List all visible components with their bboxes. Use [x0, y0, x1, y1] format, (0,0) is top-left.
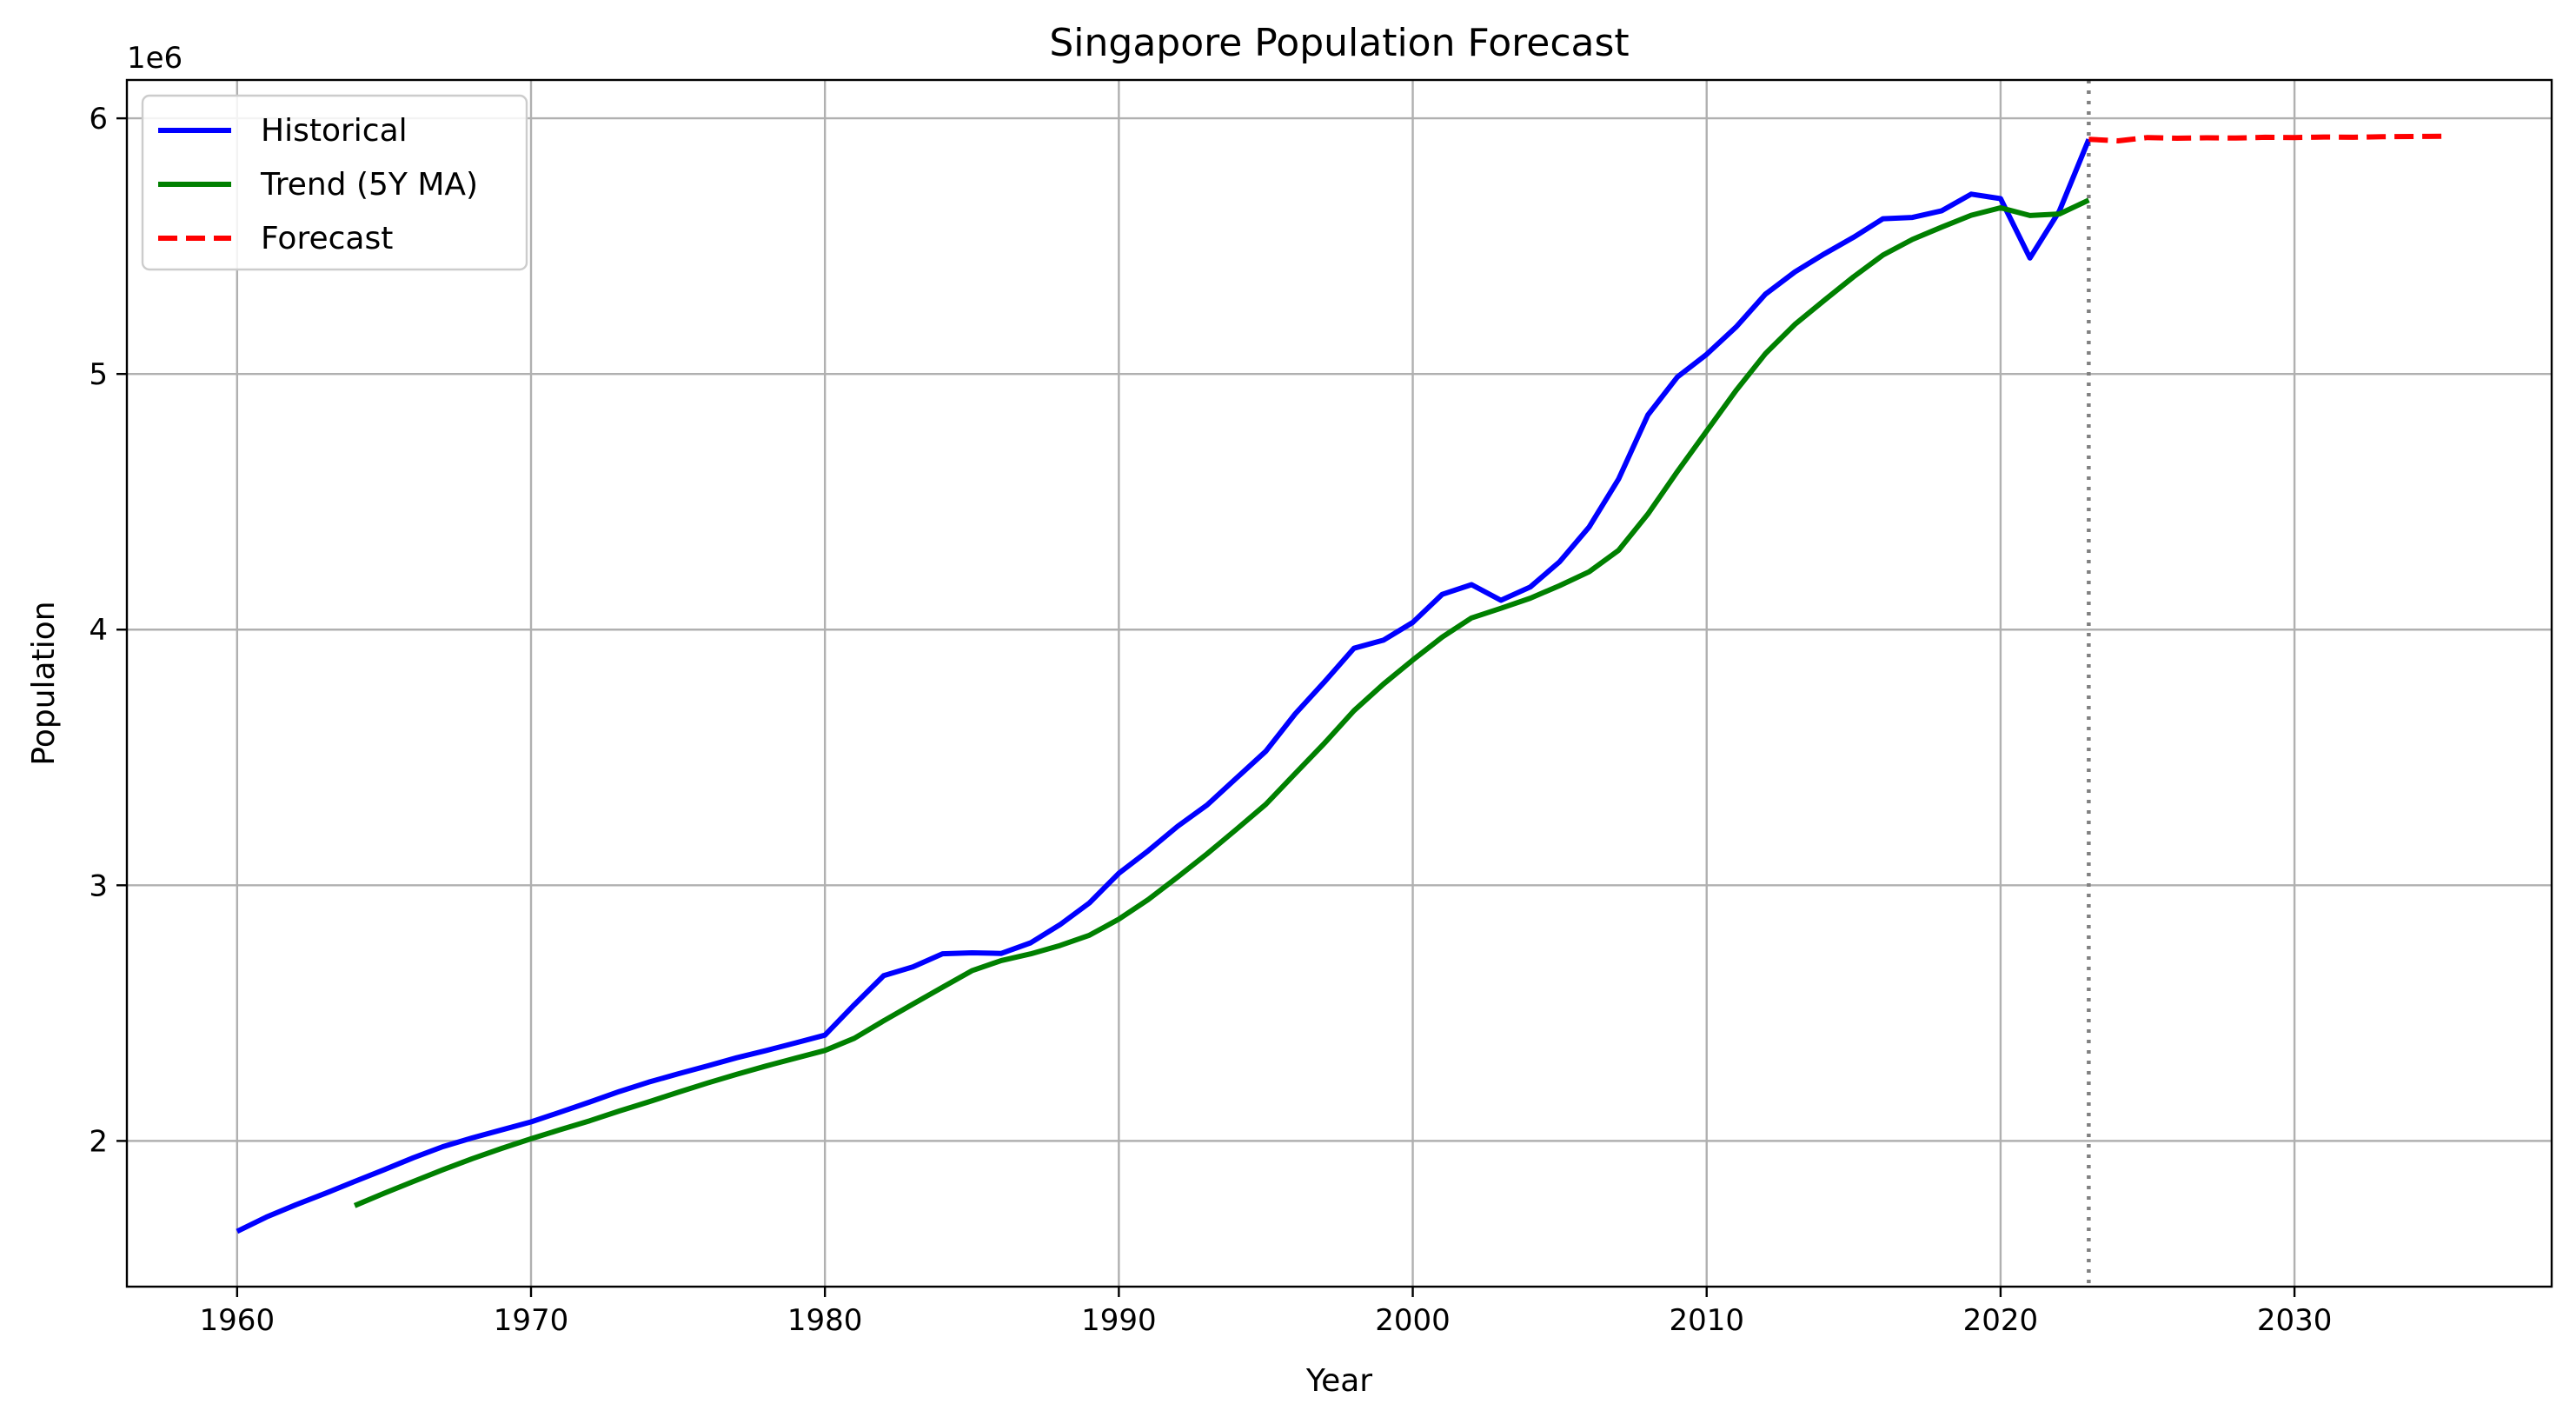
series-layer	[236, 133, 2442, 1234]
legend-label: Historical	[261, 113, 408, 149]
axis-ticks: 1960 1970 1980 1990 2000 2010 2020 2030 2 3 4 5 6	[89, 102, 2332, 1338]
legend: Historical Trend (5Y MA) Forecast	[141, 94, 528, 271]
x-tick-label: 2010	[1669, 1303, 1744, 1338]
y-tick-label: 5	[89, 357, 108, 392]
x-axis-label: Year	[1305, 1363, 1372, 1399]
x-tick-label: 1960	[200, 1303, 276, 1338]
x-tick-label: 2020	[1963, 1303, 2039, 1338]
y-tick-label: 2	[89, 1124, 108, 1159]
legend-label: Trend (5Y MA)	[260, 167, 478, 203]
y-axis-label: Population	[26, 601, 62, 765]
x-tick-label: 2030	[2257, 1303, 2333, 1338]
y-tick-label: 3	[89, 868, 108, 903]
series-line-trend-5y-ma	[353, 197, 2090, 1208]
plot-frame	[125, 78, 2553, 1288]
legend-box	[141, 94, 528, 271]
legend-label: Forecast	[261, 221, 393, 256]
x-tick-label: 1970	[494, 1303, 569, 1338]
x-tick-label: 1990	[1081, 1303, 1157, 1338]
y-axis-offset-text: 1e6	[127, 41, 183, 76]
x-tick-label: 1980	[787, 1303, 863, 1338]
x-tick-label: 2000	[1375, 1303, 1451, 1338]
series-line-forecast	[2088, 133, 2442, 143]
y-tick-label: 4	[89, 613, 108, 648]
chart-title: Singapore Population Forecast	[1049, 21, 1629, 65]
y-tick-label: 6	[89, 102, 108, 136]
series-line-historical	[236, 138, 2092, 1234]
